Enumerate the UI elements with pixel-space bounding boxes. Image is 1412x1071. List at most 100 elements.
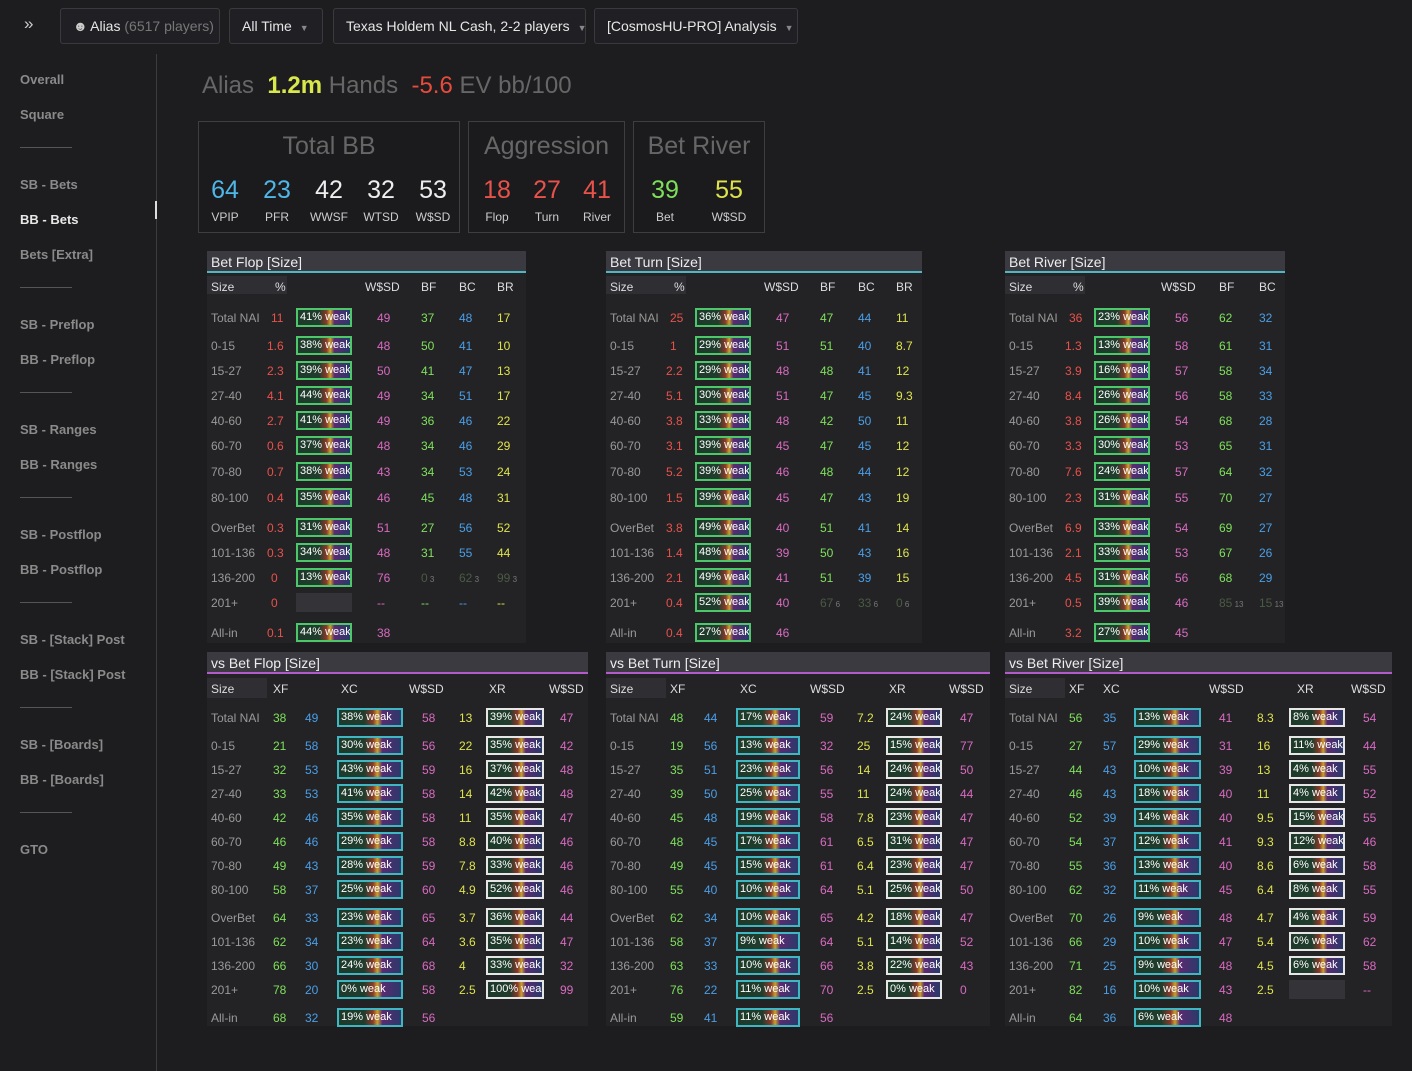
sidebar-item-bb-boards-[interactable]: BB - [Boards] xyxy=(20,772,104,787)
br-value: 52 xyxy=(497,521,511,535)
row-label: 101-136 xyxy=(610,546,655,560)
xr-wsd-value: 47 xyxy=(960,859,974,873)
column-header: BR xyxy=(896,280,913,294)
player-selector[interactable]: ☻ Alias (6517 players) xyxy=(60,8,220,44)
weak-range-bar: 39% weak xyxy=(695,488,751,507)
column-header: BC xyxy=(1259,280,1276,294)
bc-value: 40 xyxy=(858,339,872,353)
column-header: BF xyxy=(820,280,836,294)
weak-range-bar: 23% weak xyxy=(337,908,403,927)
sidebar-item-sb-stack-post[interactable]: SB - [Stack] Post xyxy=(20,632,125,647)
sidebar-separator xyxy=(20,287,72,288)
br-value: 15 xyxy=(896,571,910,585)
timeframe-dropdown[interactable]: All Time ▼ xyxy=(229,8,323,44)
sidebar-item-square[interactable]: Square xyxy=(20,107,65,122)
column-header: BF xyxy=(421,280,437,294)
sidebar-item-bb-postflop[interactable]: BB - Postflop xyxy=(20,562,103,577)
column-header: BC xyxy=(459,280,476,294)
sidebar-item-bb-ranges[interactable]: BB - Ranges xyxy=(20,457,98,472)
stat-label: WWSF xyxy=(310,210,348,224)
weak-range-bar: 25% weak xyxy=(886,880,942,899)
xc-wsd-value: 66 xyxy=(820,959,834,973)
sidebar-item-bb-stack-post[interactable]: BB - [Stack] Post xyxy=(20,667,126,682)
weak-range-bar: 30% weak xyxy=(337,736,403,755)
xr-wsd-value: 47 xyxy=(960,835,974,849)
wsd-value: 57 xyxy=(1175,364,1189,378)
sidebar-separator xyxy=(20,812,72,813)
header-bg xyxy=(207,276,287,294)
sidebar-item-bb-bets[interactable]: BB - Bets xyxy=(20,212,79,227)
xf-value: 62 xyxy=(670,911,684,925)
pct-value: 6.9 xyxy=(1065,521,1082,535)
weak-range-bar: 48% weak xyxy=(695,543,751,562)
stat-value: 23 xyxy=(263,176,291,204)
bc-value: 44 xyxy=(858,465,872,479)
wsd-value: 46 xyxy=(776,626,790,640)
pct-value: 0.1 xyxy=(267,626,284,640)
weak-range-bar: 33% weak xyxy=(486,856,544,875)
wsd-value: 41 xyxy=(776,571,790,585)
column-header: XC xyxy=(341,682,358,696)
xc-wsd-value: 58 xyxy=(422,811,436,825)
sidebar-item-sb-boards-[interactable]: SB - [Boards] xyxy=(20,737,104,752)
wsd-value: 39 xyxy=(776,546,790,560)
row-label: 40-60 xyxy=(610,414,641,428)
xr-value: 7.2 xyxy=(857,711,874,725)
sidebar-item-bb-preflop[interactable]: BB - Preflop xyxy=(20,352,96,367)
xc-value: 37 xyxy=(704,935,718,949)
br-value: 8.7 xyxy=(896,339,913,353)
vs-bet-flop-panel: vs Bet Flop [Size] Size XF XC W$SD XR W$SD Tota… xyxy=(207,652,588,1027)
row-label: 136-200 xyxy=(211,571,256,585)
xc-value: 49 xyxy=(305,711,319,725)
weak-range-bar: 27% weak xyxy=(695,623,751,642)
bc-value: 32 xyxy=(1259,465,1273,479)
pct-value: 2.7 xyxy=(267,414,284,428)
xc-value: 56 xyxy=(704,739,718,753)
xr-value: 14 xyxy=(459,787,473,801)
row-label: 70-80 xyxy=(610,859,641,873)
br-value: 16 xyxy=(896,546,910,560)
pct-value: 3.8 xyxy=(666,414,683,428)
pct-value: 1 xyxy=(670,339,677,353)
pct-value: 11 xyxy=(271,311,284,325)
xf-value: 32 xyxy=(273,763,287,777)
sidebar-item-sb-preflop[interactable]: SB - Preflop xyxy=(20,317,95,332)
expand-sidebar-icon[interactable]: » xyxy=(24,14,34,33)
header-bg xyxy=(1005,678,1065,698)
br-value: 44 xyxy=(497,546,511,560)
weak-range-bar: 6% weak xyxy=(1134,1008,1201,1027)
wsd-value: 48 xyxy=(776,364,790,378)
xr-wsd-value: 48 xyxy=(560,763,574,777)
xr-wsd-value: 54 xyxy=(1363,711,1377,725)
wsd-value: 58 xyxy=(1175,339,1189,353)
row-label: 60-70 xyxy=(211,835,242,849)
summary-stat-pfr: 23 PFR xyxy=(252,174,302,224)
weak-range-bar: 25% weak xyxy=(736,784,800,803)
br-value: -- xyxy=(497,596,505,610)
sidebar-item-overall[interactable]: Overall xyxy=(20,72,65,87)
xf-value: 49 xyxy=(670,859,684,873)
br-value: 29 xyxy=(497,439,511,453)
stat-label: Turn xyxy=(534,210,560,224)
empty-bar xyxy=(1289,980,1345,999)
sidebar-item-bets-extra-[interactable]: Bets [Extra] xyxy=(20,247,93,262)
bf-value: 51 xyxy=(820,521,834,535)
weak-range-bar: 0% weak xyxy=(337,980,403,999)
row-label: All-in xyxy=(211,626,238,640)
bf-value: 34 xyxy=(421,439,435,453)
bc-value: 31 xyxy=(1259,439,1273,453)
weak-range-bar: 4% weak xyxy=(1289,760,1345,779)
xc-wsd-value: 64 xyxy=(422,935,436,949)
sidebar-item-sb-bets[interactable]: SB - Bets xyxy=(20,177,78,192)
sidebar-item-sb-ranges[interactable]: SB - Ranges xyxy=(20,422,97,437)
sidebar-item-gto[interactable]: GTO xyxy=(20,842,48,857)
xc-value: 33 xyxy=(305,911,319,925)
xc-wsd-value: 45 xyxy=(1219,883,1233,897)
game-dropdown[interactable]: Texas Holdem NL Cash, 2-2 players ▼ xyxy=(333,8,587,44)
analysis-dropdown[interactable]: [CosmosHU-PRO] Analysis ▼ xyxy=(594,8,798,44)
summary-stat-w-sd: 53 W$SD xyxy=(408,174,458,224)
stat-value: 55 xyxy=(715,176,743,204)
bc-value: 47 xyxy=(459,364,473,378)
bf-value: 68 xyxy=(1219,571,1233,585)
sidebar-item-sb-postflop[interactable]: SB - Postflop xyxy=(20,527,102,542)
